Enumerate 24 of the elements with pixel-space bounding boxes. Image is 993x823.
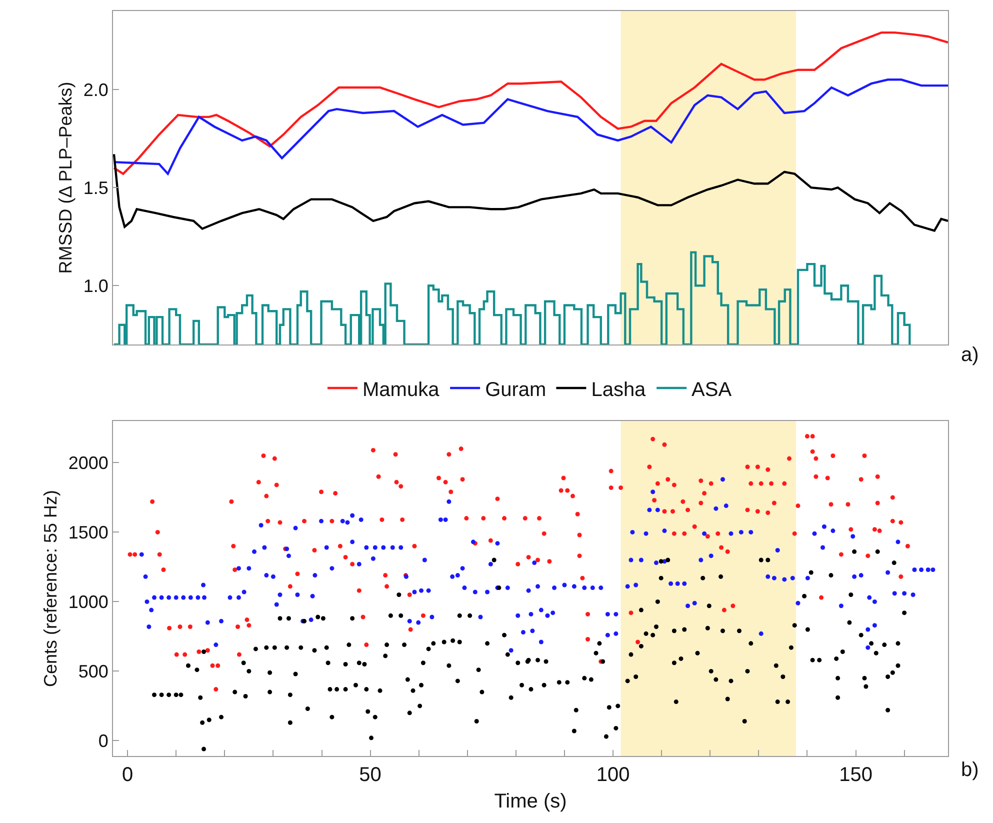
y-tick-label: 1500 [68, 522, 108, 542]
legend-label: Guram [485, 378, 546, 401]
x-axis-title: Time (s) [494, 790, 567, 812]
line-series [113, 31, 948, 175]
x-tick-label: 150 [839, 764, 872, 786]
legend-label: Mamuka [362, 378, 440, 401]
line-series [113, 78, 948, 175]
legend-label: ASA [692, 378, 732, 401]
y-axis-title: RMSSD (Δ PLP–Peaks) [56, 82, 76, 274]
y-tick-label: 2000 [68, 453, 108, 473]
y-tick-label: 0 [98, 731, 108, 752]
x-tick-label: 50 [359, 764, 382, 786]
y-tick-label: 1.5 [83, 178, 108, 198]
x-tick-label: 100 [596, 764, 630, 786]
text: b) [961, 759, 979, 781]
legend-label: Lasha [591, 378, 647, 401]
y-axis-title: Cents (reference: 55 Hz) [40, 490, 61, 688]
line-series [113, 153, 948, 232]
y-tick-label: 500 [78, 662, 108, 682]
y-tick-label: 2.0 [83, 80, 108, 100]
text: a) [961, 344, 979, 366]
y-tick-label: 1.0 [83, 276, 108, 296]
y-tick-label: 1000 [68, 592, 108, 612]
x-tick-label: 0 [122, 764, 134, 786]
